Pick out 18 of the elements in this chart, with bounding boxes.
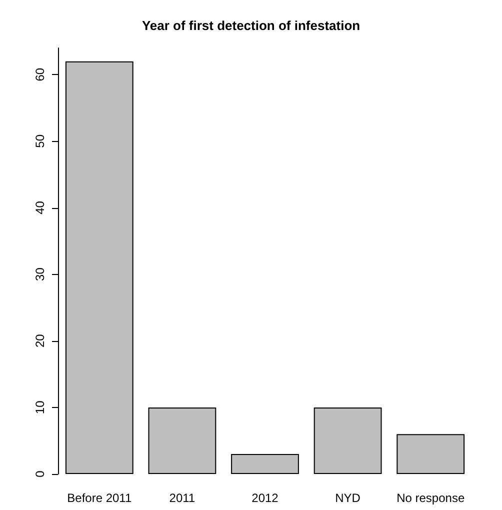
- y-tick-label: 20: [33, 334, 47, 348]
- bar: [65, 61, 134, 474]
- y-tick-label: 40: [33, 200, 47, 214]
- y-tick-label: 30: [33, 267, 47, 281]
- x-tick-label: No response: [396, 491, 465, 505]
- x-tick-label: 2012: [252, 491, 279, 505]
- bar: [148, 407, 216, 474]
- chart-title: Year of first detection of infestation: [142, 18, 360, 33]
- bar: [396, 434, 465, 474]
- y-tick-label: 60: [33, 68, 47, 82]
- y-tick-label: 50: [33, 134, 47, 148]
- x-tick-label: NYD: [335, 491, 361, 505]
- x-tick-label: Before 2011: [67, 491, 132, 505]
- y-tick-label: 10: [33, 400, 47, 414]
- y-tick-label: 0: [33, 470, 47, 478]
- bar: [231, 454, 299, 474]
- x-tick-label: 2011: [169, 491, 196, 505]
- bar: [314, 407, 382, 474]
